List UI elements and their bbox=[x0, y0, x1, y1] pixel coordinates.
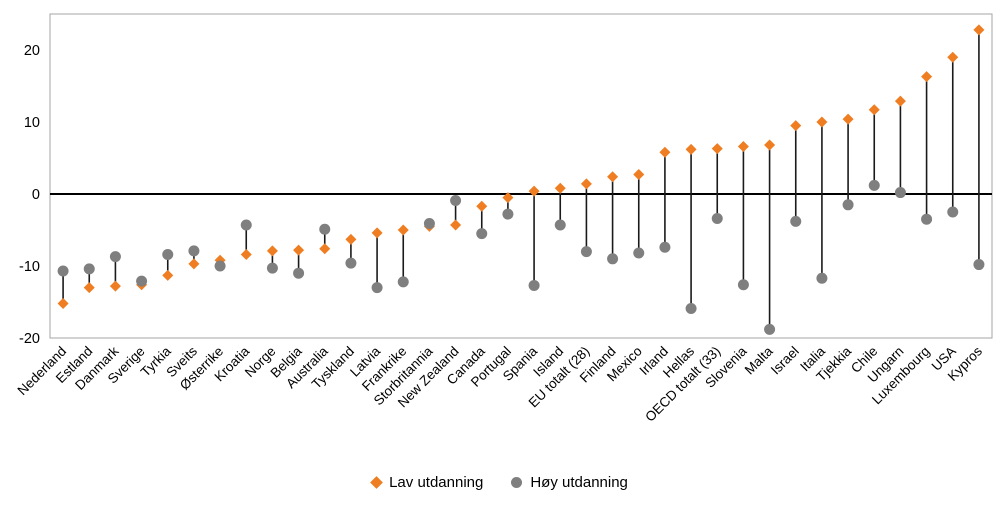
legend-item-lav-utdanning: Lav utdanning bbox=[370, 474, 484, 491]
lav-utdanning-marker bbox=[790, 120, 802, 132]
y-tick-label: 0 bbox=[32, 187, 40, 203]
lav-utdanning-marker bbox=[293, 244, 305, 256]
hoy-utdanning-marker bbox=[973, 259, 985, 271]
hoy-utdanning-marker bbox=[868, 179, 880, 191]
lav-utdanning-marker bbox=[162, 269, 174, 281]
hoy-utdanning-marker bbox=[528, 279, 540, 291]
lav-utdanning-marker bbox=[528, 185, 540, 197]
hoy-utdanning-marker bbox=[476, 228, 488, 240]
hoy-utdanning-marker bbox=[397, 276, 409, 288]
legend-label-lav-utdanning: Lav utdanning bbox=[389, 474, 484, 491]
hoy-utdanning-marker bbox=[136, 275, 148, 287]
chart-legend: Lav utdanning Høy utdanning bbox=[0, 474, 1000, 491]
hoy-utdanning-marker bbox=[947, 206, 959, 218]
legend-label-hoy-utdanning: Høy utdanning bbox=[530, 474, 628, 491]
lav-utdanning-marker bbox=[57, 297, 69, 309]
hoy-utdanning-marker bbox=[423, 218, 435, 230]
hoy-utdanning-marker bbox=[57, 265, 69, 277]
lav-utdanning-marker bbox=[109, 280, 121, 292]
y-tick-label: -20 bbox=[19, 331, 40, 347]
hoy-utdanning-marker bbox=[240, 219, 252, 231]
lav-utdanning-marker bbox=[973, 24, 985, 36]
lav-utdanning-marker bbox=[83, 282, 95, 294]
lav-utdanning-marker bbox=[266, 245, 278, 257]
hoy-utdanning-marker bbox=[790, 215, 802, 227]
lav-utdanning-marker bbox=[685, 143, 697, 155]
hoy-utdanning-marker bbox=[214, 260, 226, 272]
y-tick-label: 20 bbox=[24, 43, 40, 59]
hoy-utdanning-marker bbox=[607, 253, 619, 265]
lav-utdanning-marker bbox=[633, 169, 645, 181]
x-category-label: Malta bbox=[742, 343, 776, 377]
lav-utdanning-marker bbox=[868, 104, 880, 116]
lav-utdanning-marker bbox=[842, 113, 854, 125]
lav-utdanning-marker bbox=[450, 219, 462, 231]
hoy-utdanning-marker bbox=[764, 323, 776, 335]
x-category-label: Israel bbox=[768, 344, 802, 378]
lav-utdanning-marker bbox=[764, 139, 776, 151]
lav-utdanning-marker bbox=[816, 116, 828, 128]
hoy-utdanning-marker bbox=[502, 208, 514, 220]
hoy-utdanning-marker bbox=[659, 241, 671, 253]
lav-utdanning-marker bbox=[921, 71, 933, 83]
hoy-utdanning-marker bbox=[319, 223, 331, 235]
hoy-utdanning-marker bbox=[554, 219, 566, 231]
hoy-utdanning-marker bbox=[921, 213, 933, 225]
hoy-utdanning-marker bbox=[842, 199, 854, 211]
hoy-utdanning-marker bbox=[816, 272, 828, 284]
lav-utdanning-marker bbox=[240, 248, 252, 260]
hoy-utdanning-marker bbox=[266, 262, 278, 274]
y-tick-label: -10 bbox=[19, 259, 40, 275]
hoy-utdanning-marker bbox=[685, 302, 697, 314]
hoy-utdanning-marker bbox=[633, 247, 645, 259]
lav-utdanning-marker bbox=[607, 171, 619, 183]
y-tick-label: 10 bbox=[24, 115, 40, 131]
legend-item-hoy-utdanning: Høy utdanning bbox=[511, 474, 628, 491]
lav-utdanning-marker bbox=[188, 258, 200, 270]
hoy-utdanning-marker bbox=[894, 187, 906, 199]
lav-utdanning-marker bbox=[554, 182, 566, 194]
hoy-utdanning-marker bbox=[162, 248, 174, 260]
hoy-utdanning-marker bbox=[580, 246, 592, 258]
lav-utdanning-marker bbox=[345, 233, 357, 245]
lav-utdanning-marker bbox=[371, 227, 383, 239]
lav-utdanning-marker bbox=[659, 146, 671, 158]
lav-utdanning-marker bbox=[711, 143, 723, 155]
hoy-utdanning-marker bbox=[83, 263, 95, 275]
hoy-utdanning-marker bbox=[293, 267, 305, 279]
hoy-utdanning-circle-icon bbox=[511, 477, 523, 488]
lav-utdanning-marker bbox=[476, 200, 488, 212]
plot-border bbox=[49, 13, 993, 339]
hoy-utdanning-marker bbox=[737, 279, 749, 291]
lav-utdanning-marker bbox=[319, 243, 331, 255]
lav-utdanning-marker bbox=[947, 51, 959, 63]
lav-utdanning-marker bbox=[502, 192, 514, 204]
lav-utdanning-marker bbox=[397, 224, 409, 236]
hoy-utdanning-marker bbox=[188, 245, 200, 257]
hoy-utdanning-marker bbox=[450, 194, 462, 206]
lav-utdanning-marker bbox=[894, 95, 906, 107]
lav-utdanning-marker bbox=[737, 140, 749, 152]
hoy-utdanning-marker bbox=[345, 257, 357, 269]
hoy-utdanning-marker bbox=[109, 251, 121, 263]
lav-utdanning-diamond-icon bbox=[370, 476, 383, 489]
hoy-utdanning-marker bbox=[711, 212, 723, 224]
hoy-utdanning-marker bbox=[371, 282, 383, 294]
lav-utdanning-marker bbox=[580, 178, 592, 190]
